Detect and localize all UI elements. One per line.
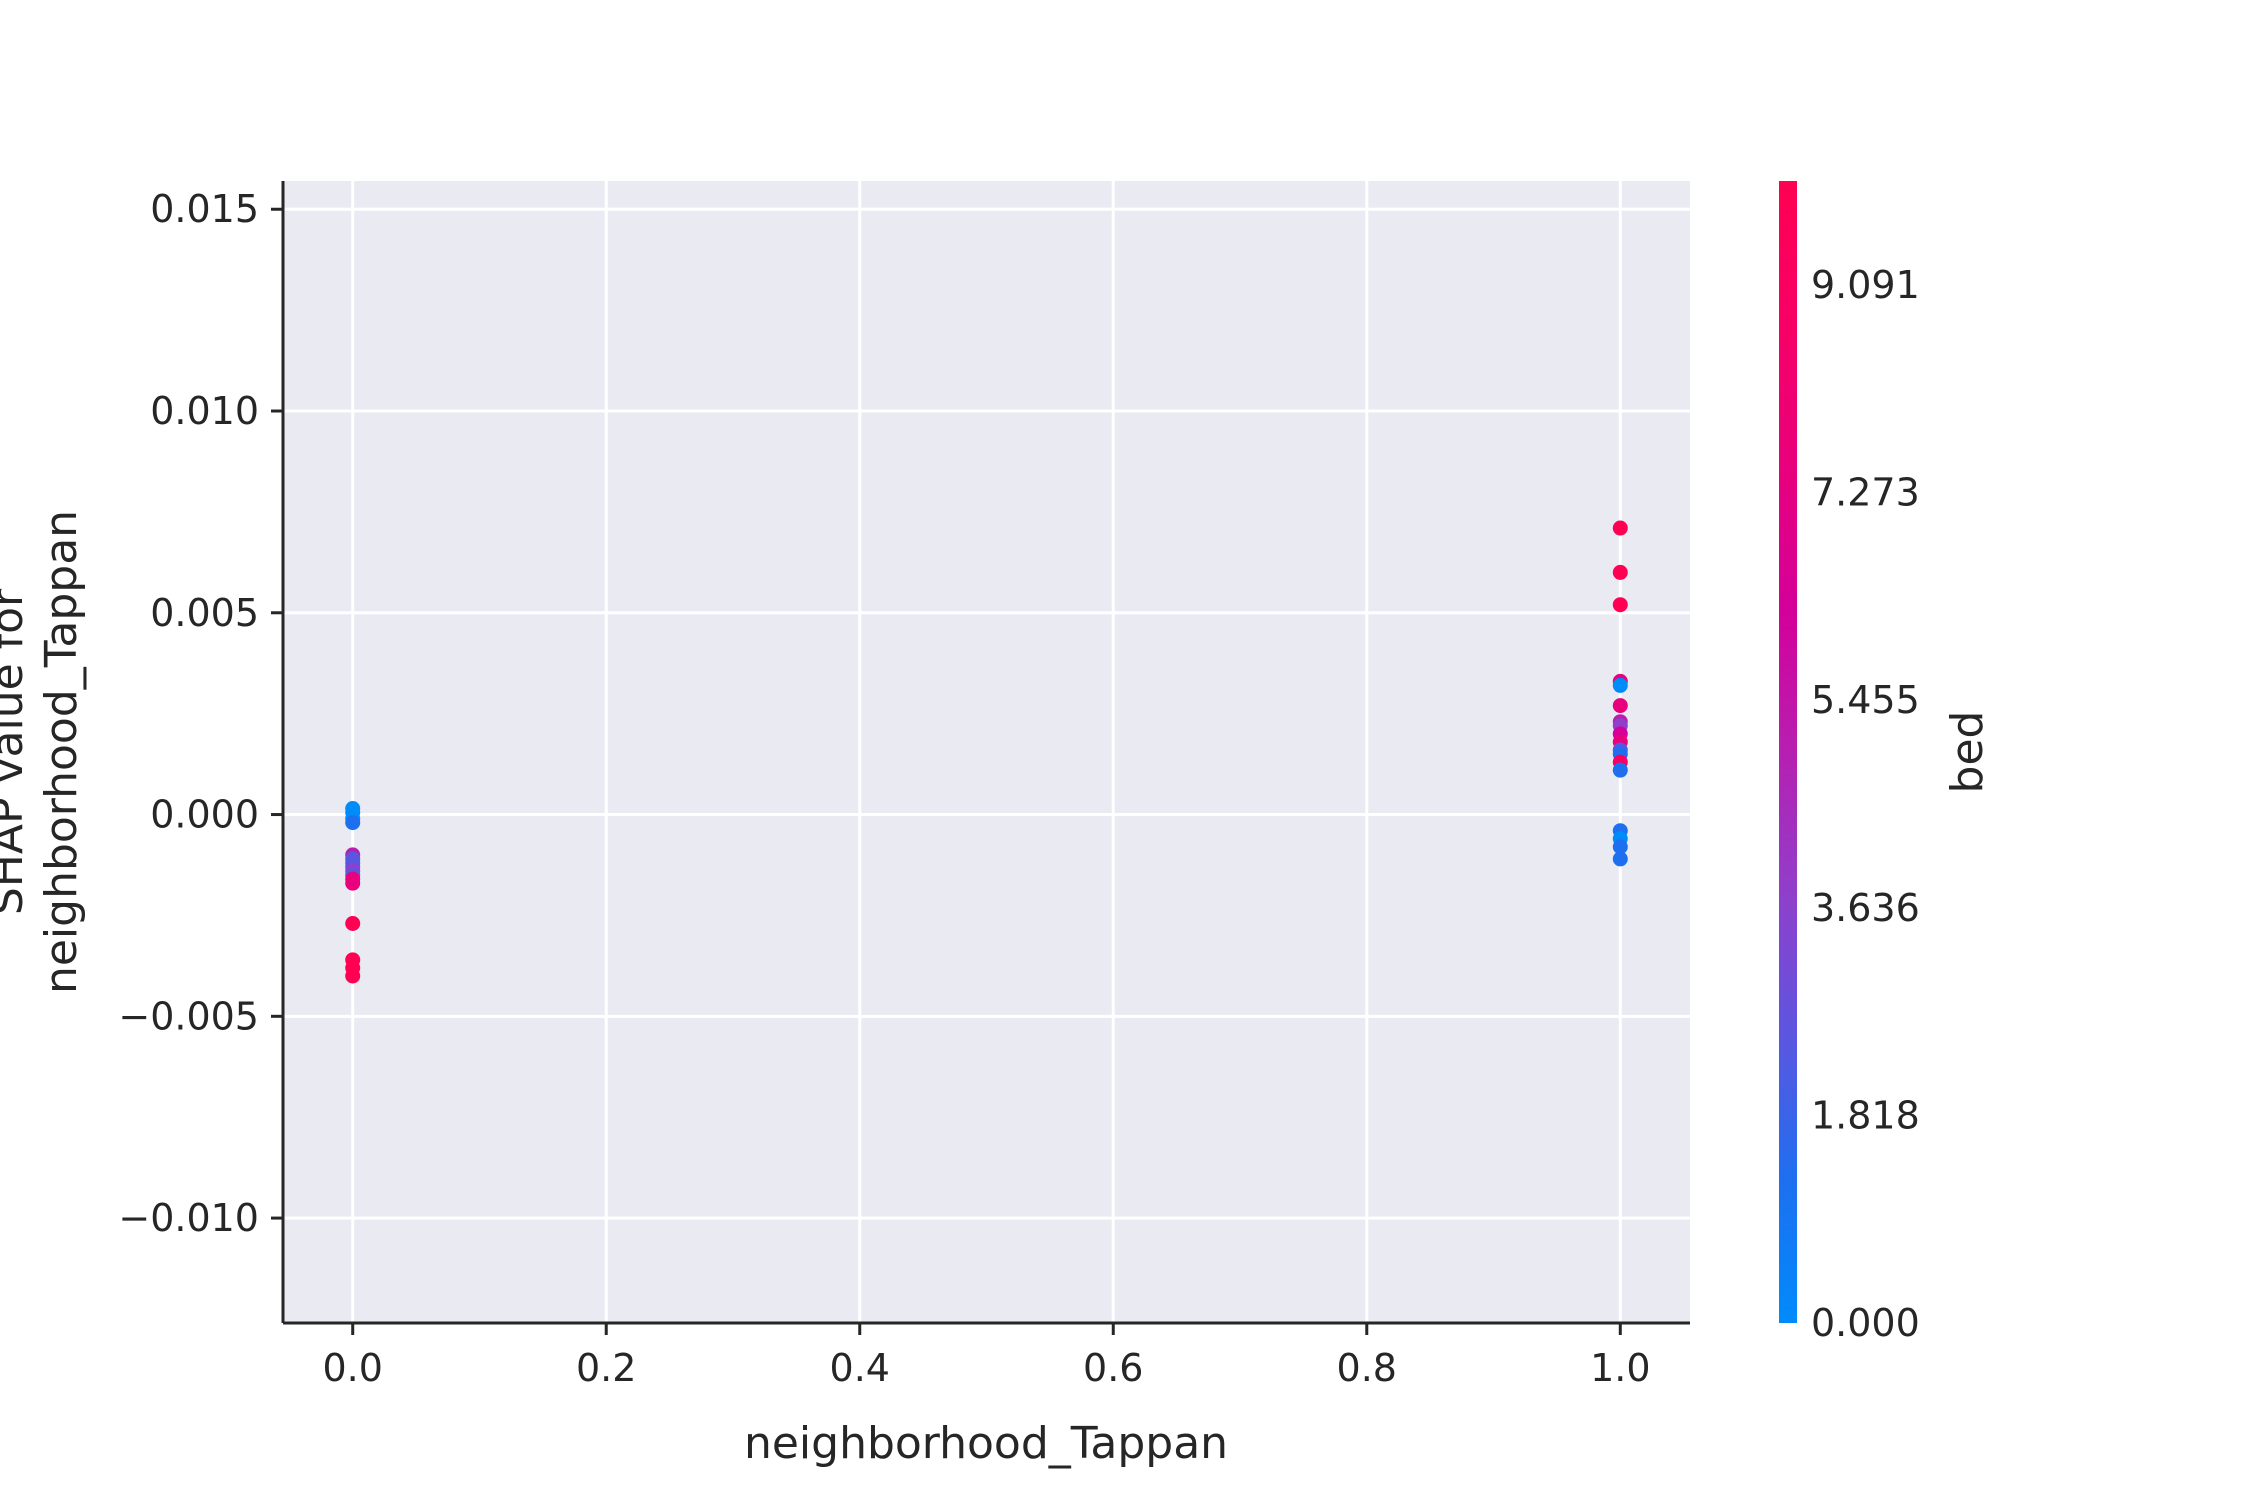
data-point xyxy=(1612,839,1628,855)
colorbar xyxy=(1779,181,1797,1323)
data-point xyxy=(345,968,361,984)
colorbar-label: bed xyxy=(1942,711,1993,794)
y-tick-label: 0.010 xyxy=(150,389,259,433)
scatter-points xyxy=(345,520,1628,984)
y-tick-label: 0.015 xyxy=(150,187,259,231)
x-axis-label: neighborhood_Tappan xyxy=(744,1418,1228,1469)
data-point xyxy=(345,916,361,932)
colorbar-tick-label: 5.455 xyxy=(1811,678,1920,722)
data-point xyxy=(1612,851,1628,867)
x-tick-label: 0.2 xyxy=(576,1346,636,1390)
colorbar-tick-label: 1.818 xyxy=(1811,1093,1920,1137)
data-point xyxy=(1612,698,1628,714)
y-axis-ticks: −0.010 −0.005 0.000 0.005 0.010 0.015 xyxy=(118,187,283,1240)
data-point xyxy=(1612,520,1628,536)
y-tick-label: −0.005 xyxy=(118,994,259,1038)
x-tick-label: 0.6 xyxy=(1083,1346,1143,1390)
x-tick-label: 1.0 xyxy=(1590,1346,1650,1390)
y-axis-label-line-2: neighborhood_Tappan xyxy=(36,510,87,994)
plot-background xyxy=(283,181,1690,1323)
y-tick-label: 0.000 xyxy=(150,793,259,837)
data-point xyxy=(1612,677,1628,693)
data-point xyxy=(345,875,361,891)
colorbar-ticks: 0.000 1.818 3.636 5.455 7.273 9.091 xyxy=(1811,263,1920,1345)
y-tick-label: −0.010 xyxy=(118,1196,259,1240)
x-tick-label: 0.8 xyxy=(1337,1346,1397,1390)
x-tick-label: 0.4 xyxy=(830,1346,890,1390)
data-point xyxy=(345,815,361,831)
data-point xyxy=(1612,762,1628,778)
colorbar-tick-label: 9.091 xyxy=(1811,263,1920,307)
y-axis-label-line-1: SHAP value for xyxy=(0,588,33,915)
x-tick-label: 0.0 xyxy=(322,1346,382,1390)
y-axis-label: SHAP value for neighborhood_Tappan xyxy=(0,510,87,994)
x-axis-ticks: 0.0 0.2 0.4 0.6 0.8 1.0 xyxy=(322,1323,1651,1390)
colorbar-tick-label: 0.000 xyxy=(1811,1301,1920,1345)
colorbar-tick-label: 3.636 xyxy=(1811,886,1920,930)
data-point xyxy=(1612,564,1628,580)
y-tick-label: 0.005 xyxy=(150,591,259,635)
data-point xyxy=(1612,597,1628,613)
colorbar-tick-label: 7.273 xyxy=(1811,470,1920,514)
